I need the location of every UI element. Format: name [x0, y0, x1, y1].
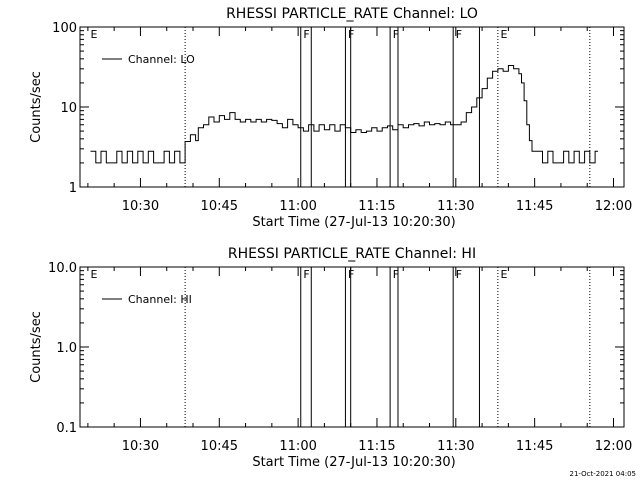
x-tick-label: 11:00	[279, 199, 316, 214]
flag-label: E	[91, 268, 98, 281]
flag-label: E	[500, 268, 507, 281]
flag-label: F	[348, 28, 354, 41]
y-tick-label: 100	[52, 21, 77, 36]
flag-label: E	[500, 28, 507, 41]
x-tick-label: 10:45	[201, 439, 238, 454]
legend-label: Channel: HI	[128, 293, 192, 306]
x-axis-label: Start Time (27-Jul-13 10:20:30)	[252, 215, 455, 230]
y-tick-label: 0.1	[56, 421, 77, 436]
series-line	[90, 65, 599, 164]
x-tick-label: 10:45	[201, 199, 238, 214]
generation-stamp: 21-Oct-2021 04:05	[570, 470, 636, 478]
plot-frame	[79, 266, 625, 428]
x-tick-label: 11:45	[516, 199, 553, 214]
hi-channel-panel: RHESSI PARTICLE_RATE Channel: HI 0.1 1.0 10…	[29, 246, 632, 470]
x-tick-label: 12:00	[595, 199, 632, 214]
x-tick-label: 11:15	[358, 439, 395, 454]
x-tick-label: 11:30	[437, 439, 474, 454]
y-tick-label: 10.0	[48, 261, 77, 276]
flag-label: F	[303, 28, 309, 41]
y-axis-label: Counts/sec	[29, 311, 44, 383]
x-tick-label: 11:45	[516, 439, 553, 454]
flag-label: F	[393, 268, 399, 281]
y-tick-label: 1	[69, 181, 77, 196]
flag-label: F	[456, 268, 462, 281]
flag-label: F	[456, 28, 462, 41]
chart-title: RHESSI PARTICLE_RATE Channel: LO	[226, 6, 478, 22]
x-axis-label: Start Time (27-Jul-13 10:20:30)	[252, 455, 455, 470]
lo-channel-panel: RHESSI PARTICLE_RATE Channel: LO 1 10 100 Co…	[29, 6, 632, 230]
legend-label: Channel: LO	[128, 53, 195, 66]
chart-title: RHESSI PARTICLE_RATE Channel: HI	[228, 246, 476, 262]
x-tick-label: 11:15	[358, 199, 395, 214]
x-tick-label: 10:30	[122, 199, 159, 214]
x-tick-label: 11:30	[437, 199, 474, 214]
y-tick-label: 10	[60, 101, 77, 116]
x-tick-label: 11:00	[279, 439, 316, 454]
y-axis-label: Counts/sec	[29, 71, 44, 143]
x-tick-label: 12:00	[595, 439, 632, 454]
flag-label: E	[91, 28, 98, 41]
x-tick-label: 10:30	[122, 439, 159, 454]
flag-label: F	[393, 28, 399, 41]
flag-label: F	[303, 268, 309, 281]
y-tick-label: 1.0	[56, 341, 77, 356]
flag-label: F	[348, 268, 354, 281]
